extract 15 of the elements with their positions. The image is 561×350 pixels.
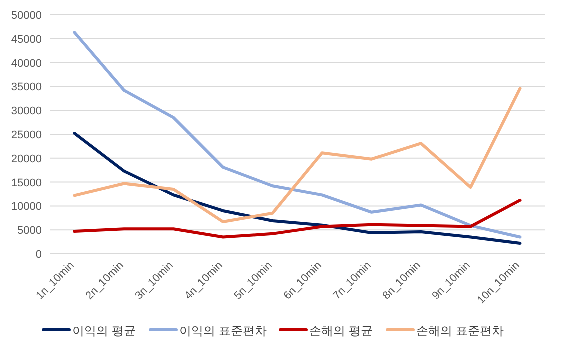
legend-label: 손해의 평균	[310, 324, 373, 338]
y-tick-label: 15000	[11, 177, 42, 190]
y-tick-label: 40000	[11, 58, 42, 70]
legend-label: 이익의 표준편차	[180, 324, 267, 338]
y-tick-label: 20000	[11, 153, 42, 166]
y-tick-label: 10000	[11, 201, 42, 214]
y-tick-label: 0	[36, 249, 42, 261]
y-tick-label: 25000	[11, 130, 42, 142]
y-tick-label: 35000	[11, 82, 42, 94]
y-tick-label: 5000	[18, 225, 42, 238]
legend-label: 손해의 표준편차	[416, 324, 504, 338]
y-tick-label: 45000	[11, 34, 42, 46]
legend-label: 이익의 평균	[72, 324, 136, 338]
y-tick-label: 50000	[11, 10, 42, 22]
y-tick-label: 30000	[11, 106, 42, 118]
